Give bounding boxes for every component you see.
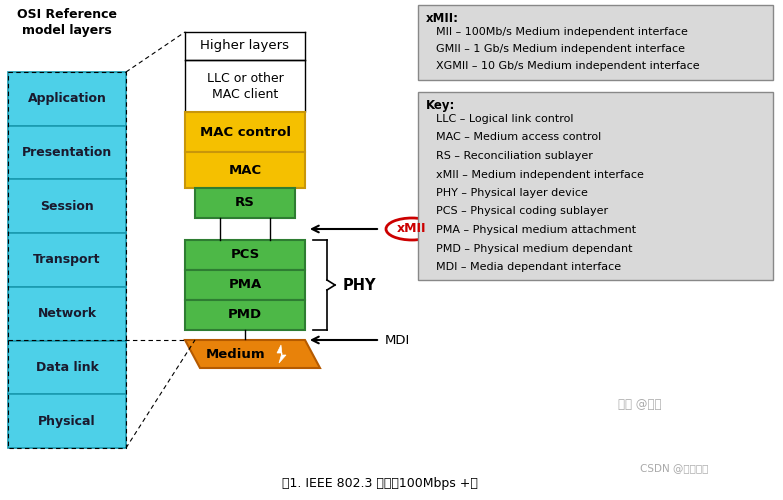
Polygon shape [277,345,286,363]
Text: 图1. IEEE 802.3 标准（100Mbps +）: 图1. IEEE 802.3 标准（100Mbps +） [282,477,478,490]
Bar [185,240,305,270]
Text: PMD – Physical medium dependant: PMD – Physical medium dependant [436,244,633,254]
Bar [8,126,126,180]
Bar [8,394,126,448]
Bar [8,180,126,233]
Bar [185,152,305,188]
Bar [8,233,126,287]
Bar [8,340,126,394]
Bar [185,300,305,330]
Text: OSI Reference
model layers: OSI Reference model layers [17,8,117,37]
Text: RS: RS [235,196,255,209]
Bar [185,270,305,300]
Text: Physical: Physical [38,414,96,428]
Text: Transport: Transport [33,254,101,266]
Text: MAC – Medium access control: MAC – Medium access control [436,132,601,142]
Bar [8,287,126,341]
Text: MDI: MDI [385,334,410,346]
Text: GMII – 1 Gb/s Medium independent interface: GMII – 1 Gb/s Medium independent interfa… [436,44,685,54]
Text: PCS: PCS [230,248,260,262]
Text: PHY – Physical layer device: PHY – Physical layer device [436,188,588,198]
Text: MAC control: MAC control [200,126,290,138]
Bar [8,72,126,126]
Text: LLC – Logical link control: LLC – Logical link control [436,114,573,124]
Bar [185,60,305,112]
Text: Medium: Medium [206,348,265,360]
Text: Presentation: Presentation [22,146,112,159]
Bar [418,92,773,280]
Text: Key:: Key: [426,99,456,112]
Text: LLC or other
MAC client: LLC or other MAC client [207,72,283,101]
Text: PMA: PMA [229,278,262,291]
Polygon shape [185,340,320,368]
Text: PMD: PMD [228,308,262,322]
Text: Application: Application [27,92,106,106]
Bar [185,112,305,152]
Bar [418,5,773,80]
Text: Higher layers: Higher layers [200,40,290,52]
Text: PCS – Physical coding sublayer: PCS – Physical coding sublayer [436,206,608,216]
Text: 知乎 @墨米: 知乎 @墨米 [618,398,662,411]
Text: RS – Reconciliation sublayer: RS – Reconciliation sublayer [436,151,593,161]
Text: Session: Session [40,200,94,213]
Text: PHY: PHY [343,278,377,292]
Bar [195,188,295,218]
Text: MDI – Media dependant interface: MDI – Media dependant interface [436,262,621,272]
Text: xMII: xMII [397,222,427,235]
Text: Data link: Data link [35,361,99,374]
Text: xMII:: xMII: [426,12,459,25]
Text: MAC: MAC [229,164,262,176]
Text: MII – 100Mb/s Medium independent interface: MII – 100Mb/s Medium independent interfa… [436,27,688,37]
Text: CSDN @文可明志: CSDN @文可明志 [640,463,709,473]
Text: PMA – Physical medium attachment: PMA – Physical medium attachment [436,225,636,235]
Text: xMII – Medium independent interface: xMII – Medium independent interface [436,170,644,179]
Text: XGMII – 10 Gb/s Medium independent interface: XGMII – 10 Gb/s Medium independent inter… [436,61,700,71]
Text: Network: Network [38,307,96,320]
